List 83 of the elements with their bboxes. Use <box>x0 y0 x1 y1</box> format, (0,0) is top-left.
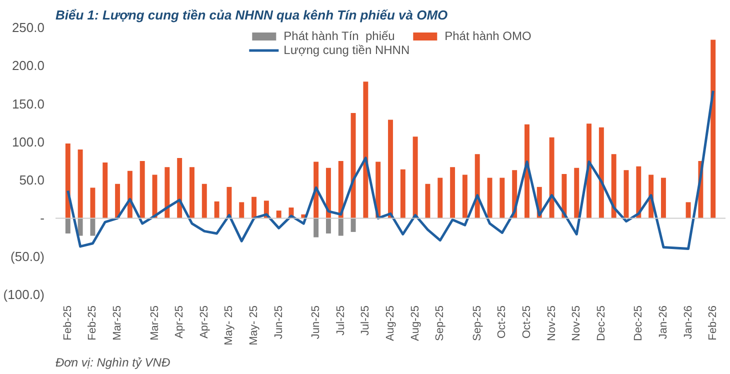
bar <box>686 202 691 218</box>
x-tick-label: Dec-25 <box>595 305 608 341</box>
x-tick-label: Mar-25 <box>148 306 161 340</box>
bar <box>164 167 170 218</box>
x-tick-label: Oct-25 <box>496 305 508 339</box>
y-tick-label: 200.0 <box>12 58 45 74</box>
x-tick-label: Nov-25 <box>546 305 558 341</box>
bar <box>710 40 716 218</box>
bar <box>90 218 96 236</box>
bar <box>276 210 282 218</box>
legend-label: Phát hành Tín phiếu <box>284 29 395 43</box>
line-series <box>66 90 714 250</box>
bar <box>549 137 554 218</box>
x-tick-label: Jun-25 <box>272 305 285 340</box>
bar <box>190 167 194 218</box>
bar <box>412 136 418 218</box>
bar <box>177 158 182 218</box>
bar <box>115 184 120 218</box>
bar <box>574 168 580 218</box>
bar <box>462 174 468 218</box>
bar <box>474 154 480 218</box>
x-tick-label: Sep-25 <box>434 305 446 341</box>
bar <box>326 218 331 234</box>
bar <box>226 186 232 218</box>
bar <box>78 218 83 236</box>
x-tick-label: Feb-25 <box>86 305 99 340</box>
y-tick-label: 50.0 <box>19 172 45 188</box>
bar <box>338 161 344 218</box>
y-tick-label: (50.0) <box>10 248 45 264</box>
bar <box>624 170 629 218</box>
x-tick-label: Jul-25 <box>334 305 347 336</box>
x-tick-label: Dec-25 <box>632 305 645 341</box>
x-tick-label: Oct-25 <box>520 305 533 339</box>
x-tick-label: May- 25 <box>248 305 260 346</box>
x-tick-label: Jan-26 <box>657 305 670 340</box>
bar <box>636 166 642 218</box>
bar <box>338 218 344 236</box>
bar <box>252 196 256 218</box>
chart-title: Biểu 1: Lượng cung tiền của NHNN qua kênh Tín phiếu và OMO <box>56 8 448 22</box>
x-tick-label: Sep-25 <box>471 305 484 341</box>
bar <box>214 201 220 218</box>
legend-label: Phát hành OMO <box>444 29 532 43</box>
bar <box>438 178 443 218</box>
x-tick-label: Aug-25 <box>409 305 422 341</box>
bar <box>350 112 356 218</box>
bar <box>400 169 406 218</box>
y-tick-label: 150.0 <box>12 96 45 112</box>
x-tick-label: Jul-25 <box>360 305 372 336</box>
y-tick-label: - <box>40 210 45 226</box>
x-tick-label: Apr-25 <box>174 305 186 339</box>
x-tick-label: Nov-25 <box>570 305 583 341</box>
bar <box>350 218 356 232</box>
x-tick-label: Mar-25 <box>112 306 124 340</box>
x-tick-label: Jun-25 <box>310 305 322 340</box>
bar <box>140 161 145 218</box>
bar <box>202 184 207 218</box>
bar <box>363 82 368 218</box>
bar <box>425 184 430 218</box>
bar <box>65 218 70 234</box>
legend-label: Lượng cung tiền NHNN <box>284 43 410 57</box>
x-tick-label: Aug-25 <box>384 305 396 341</box>
x-tick-label: Jan-26 <box>682 305 694 340</box>
bar <box>388 120 393 218</box>
bar <box>78 150 83 218</box>
bar <box>102 162 108 218</box>
bar <box>450 167 456 218</box>
bar <box>65 143 70 218</box>
y-tick-label: 250.0 <box>12 20 45 35</box>
bar <box>314 218 319 238</box>
bar <box>598 127 604 218</box>
y-tick-label: 100.0 <box>12 134 45 150</box>
x-tick-label: Feb-25 <box>62 305 74 340</box>
bar <box>239 202 244 218</box>
x-tick-label: Apr-25 <box>198 305 210 339</box>
bar <box>90 188 96 218</box>
x-tick-label: Feb-26 <box>707 305 720 340</box>
bar <box>660 178 666 218</box>
text: Đơn vị: Nghìn tỷ VNĐ <box>56 356 170 370</box>
bar <box>611 154 616 218</box>
x-tick-label: May- 25 <box>223 305 236 346</box>
y-tick-label: (100.0) <box>3 287 45 302</box>
bar <box>500 178 505 218</box>
bar <box>586 124 592 218</box>
